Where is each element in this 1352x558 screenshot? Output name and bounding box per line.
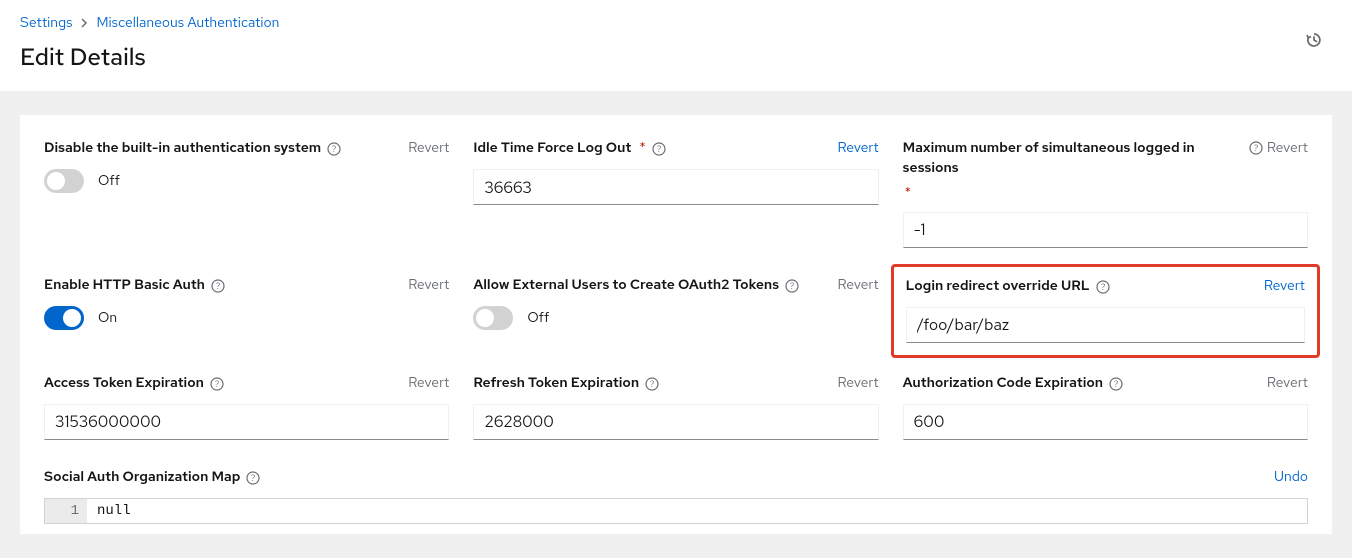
svg-text:?: ? [656, 143, 661, 155]
field-auth-code-expiration: Authorization Code Expiration ? Revert [903, 374, 1308, 440]
input-access-token[interactable] [44, 404, 449, 440]
help-icon[interactable]: ? [211, 279, 225, 293]
svg-text:?: ? [332, 143, 337, 155]
field-social-auth-org-map: Social Auth Organization Map ? Undo 1 nu… [44, 468, 1308, 524]
help-icon[interactable]: ? [645, 377, 659, 391]
field-refresh-token-expiration: Refresh Token Expiration ? Revert [473, 374, 878, 440]
svg-text:?: ? [216, 280, 221, 292]
history-icon[interactable] [1304, 30, 1324, 50]
chevron-right-icon [81, 18, 89, 28]
svg-text:?: ? [1254, 142, 1259, 154]
input-refresh-token[interactable] [473, 404, 878, 440]
help-icon[interactable]: ? [327, 142, 341, 156]
help-icon[interactable]: ? [1096, 280, 1110, 294]
toggle-oauth-external[interactable] [473, 306, 513, 330]
help-icon[interactable]: ? [1249, 141, 1263, 155]
toggle-http-basic[interactable] [44, 306, 84, 330]
code-gutter: 1 [45, 499, 87, 523]
svg-text:?: ? [251, 472, 256, 484]
toggle-disable-builtin[interactable] [44, 169, 84, 193]
svg-text:?: ? [215, 378, 220, 390]
revert-button[interactable]: Revert [838, 139, 879, 157]
breadcrumb-settings-link[interactable]: Settings [20, 14, 73, 32]
svg-text:?: ? [790, 280, 795, 292]
field-disable-builtin-auth: Disable the built-in authentication syst… [44, 139, 449, 193]
code-content[interactable]: null [87, 499, 1307, 523]
toggle-state-text: On [98, 309, 117, 327]
svg-text:?: ? [1114, 378, 1119, 390]
input-auth-code[interactable] [903, 404, 1308, 440]
breadcrumb: Settings Miscellaneous Authentication [20, 14, 1332, 32]
help-icon[interactable]: ? [1109, 377, 1123, 391]
toggle-state-text: Off [98, 172, 120, 190]
label-refresh-token: Refresh Token Expiration [473, 374, 639, 394]
field-login-redirect: Login redirect override URL ? Revert [903, 276, 1308, 346]
svg-text:?: ? [650, 378, 655, 390]
field-oauth-external: Allow External Users to Create OAuth2 To… [473, 276, 878, 330]
help-icon[interactable]: ? [785, 279, 799, 293]
help-icon[interactable]: ? [246, 471, 260, 485]
field-idle-timeout: Idle Time Force Log Out * ? Revert [473, 139, 878, 205]
revert-button[interactable]: Revert [838, 276, 879, 294]
label-access-token: Access Token Expiration [44, 374, 204, 394]
input-idle-timeout[interactable] [473, 169, 878, 205]
revert-button[interactable]: Revert [408, 139, 449, 157]
input-login-redirect[interactable] [906, 307, 1305, 343]
undo-button[interactable]: Undo [1274, 468, 1308, 486]
highlight-box: Login redirect override URL ? Revert [891, 264, 1320, 358]
breadcrumb-current-link[interactable]: Miscellaneous Authentication [97, 14, 280, 32]
label-idle-timeout: Idle Time Force Log Out [473, 139, 631, 159]
required-asterisk: * [905, 184, 911, 204]
field-http-basic-auth: Enable HTTP Basic Auth ? Revert On [44, 276, 449, 330]
label-http-basic: Enable HTTP Basic Auth [44, 276, 205, 296]
label-auth-code: Authorization Code Expiration [903, 374, 1103, 394]
label-social-map: Social Auth Organization Map [44, 468, 240, 488]
field-max-sessions: Maximum number of simultaneous logged in… [903, 139, 1308, 248]
revert-button[interactable]: Revert [838, 374, 879, 392]
required-asterisk: * [639, 139, 645, 159]
label-max-sessions: Maximum number of simultaneous logged in… [903, 139, 1241, 178]
revert-button[interactable]: Revert [1267, 374, 1308, 392]
field-access-token-expiration: Access Token Expiration ? Revert [44, 374, 449, 440]
label-login-redirect: Login redirect override URL [906, 277, 1090, 297]
revert-button[interactable]: Revert [408, 276, 449, 294]
svg-text:?: ? [1100, 281, 1105, 293]
help-icon[interactable]: ? [210, 377, 224, 391]
input-max-sessions[interactable] [903, 212, 1308, 248]
toggle-state-text: Off [527, 309, 549, 327]
revert-button[interactable]: Revert [1267, 139, 1308, 157]
revert-button[interactable]: Revert [1264, 277, 1305, 295]
label-disable-builtin: Disable the built-in authentication syst… [44, 139, 321, 159]
settings-card: Disable the built-in authentication syst… [20, 115, 1332, 534]
revert-button[interactable]: Revert [408, 374, 449, 392]
label-oauth-external: Allow External Users to Create OAuth2 To… [473, 276, 779, 296]
help-icon[interactable]: ? [652, 142, 666, 156]
page-title: Edit Details [20, 42, 1332, 73]
